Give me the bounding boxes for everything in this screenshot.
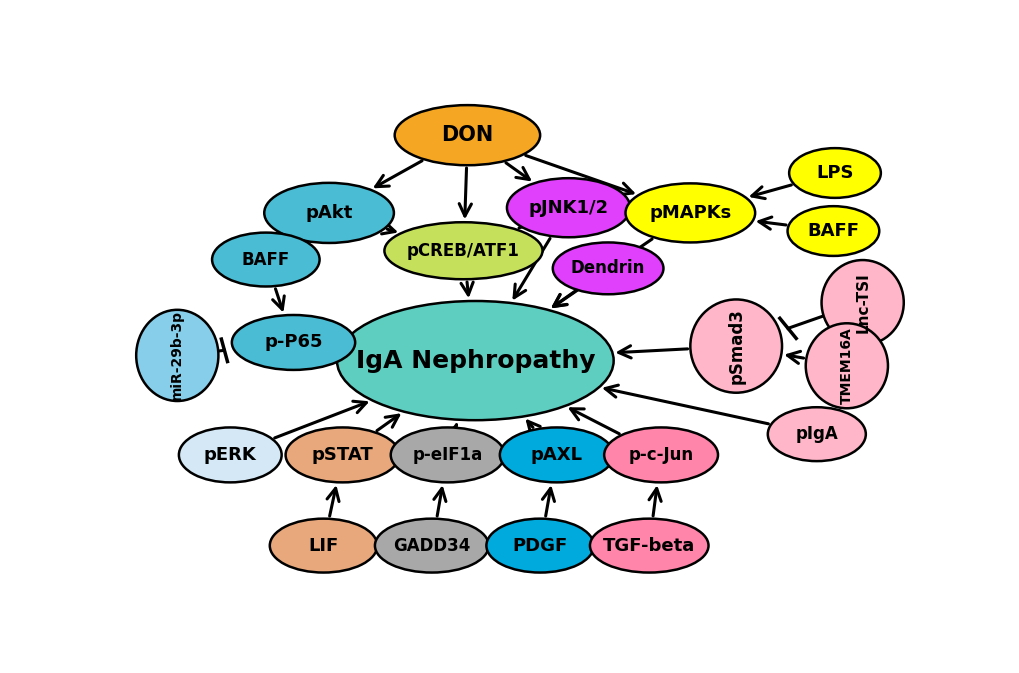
Ellipse shape — [269, 519, 377, 573]
Text: pAXL: pAXL — [530, 446, 582, 464]
Ellipse shape — [589, 519, 708, 573]
Ellipse shape — [690, 299, 782, 393]
Ellipse shape — [787, 206, 878, 256]
Text: p-c-Jun: p-c-Jun — [628, 446, 693, 464]
Text: pMAPKs: pMAPKs — [648, 204, 731, 222]
Ellipse shape — [390, 427, 504, 483]
Text: Dendrin: Dendrin — [571, 259, 645, 277]
Ellipse shape — [506, 178, 630, 238]
Ellipse shape — [603, 427, 717, 483]
Ellipse shape — [285, 427, 399, 483]
Ellipse shape — [625, 183, 754, 242]
Text: TGF-beta: TGF-beta — [602, 536, 695, 555]
Text: pSTAT: pSTAT — [312, 446, 373, 464]
Ellipse shape — [499, 427, 613, 483]
Text: pIgA: pIgA — [795, 425, 838, 444]
Text: pAkt: pAkt — [305, 204, 353, 222]
Ellipse shape — [552, 242, 662, 294]
Text: p-P65: p-P65 — [264, 333, 322, 351]
Text: pSmad3: pSmad3 — [727, 308, 745, 384]
Ellipse shape — [805, 323, 888, 409]
Text: p-eIF1a: p-eIF1a — [412, 446, 482, 464]
Text: BAFF: BAFF — [242, 250, 289, 269]
Text: pERK: pERK — [204, 446, 257, 464]
Ellipse shape — [820, 260, 903, 345]
Ellipse shape — [137, 310, 218, 401]
Text: GADD34: GADD34 — [392, 536, 470, 555]
Text: Lnc-TSI: Lnc-TSI — [854, 272, 869, 333]
Ellipse shape — [789, 148, 880, 198]
Ellipse shape — [212, 233, 319, 287]
Text: PDGF: PDGF — [512, 536, 568, 555]
Text: DON: DON — [441, 125, 493, 145]
Text: LIF: LIF — [308, 536, 338, 555]
Text: pCREB/ATF1: pCREB/ATF1 — [407, 242, 520, 260]
Ellipse shape — [178, 427, 281, 483]
Ellipse shape — [384, 222, 542, 279]
Text: BAFF: BAFF — [807, 222, 859, 240]
Ellipse shape — [486, 519, 593, 573]
Text: pJNK1/2: pJNK1/2 — [528, 199, 608, 217]
Ellipse shape — [375, 519, 488, 573]
Text: TMEM16A: TMEM16A — [839, 327, 853, 404]
Ellipse shape — [336, 301, 613, 420]
Text: miR-29b-3p: miR-29b-3p — [170, 310, 184, 400]
Text: IgA Nephropathy: IgA Nephropathy — [356, 349, 594, 373]
Text: LPS: LPS — [815, 164, 853, 182]
Ellipse shape — [231, 315, 355, 370]
Ellipse shape — [767, 407, 865, 461]
Ellipse shape — [394, 105, 540, 166]
Ellipse shape — [264, 183, 393, 243]
